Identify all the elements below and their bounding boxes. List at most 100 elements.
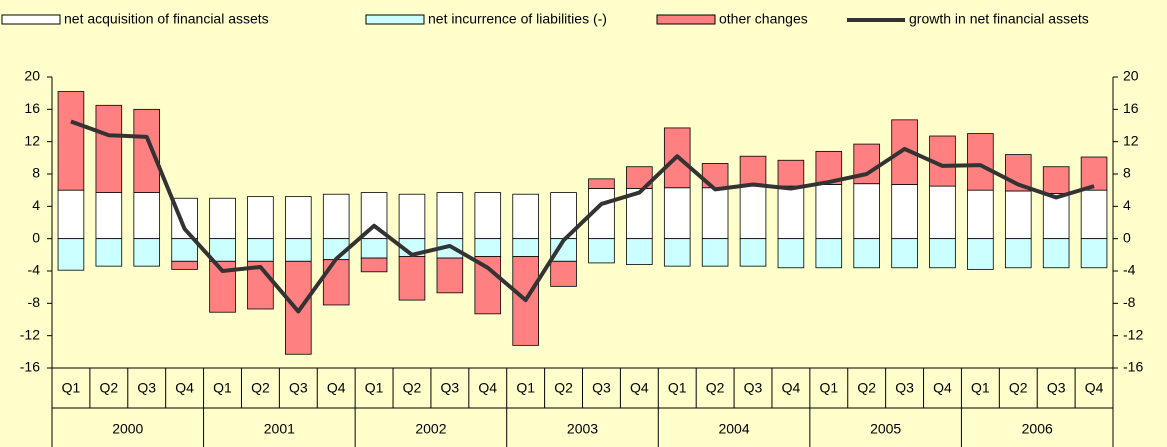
y-tick-label: -4: [28, 262, 41, 278]
bar-segment: [209, 238, 236, 262]
bar-segment: [777, 159, 805, 187]
bar-segment: [739, 238, 767, 267]
bar-segment: [891, 119, 918, 185]
legend-swatch: [656, 14, 716, 25]
bar-segment: [285, 260, 312, 355]
year-label: 2004: [718, 421, 749, 437]
bar-segment: [133, 238, 161, 267]
y-tick-label-right: 8: [1123, 165, 1131, 181]
y-tick-label: -16: [20, 359, 40, 375]
year-label: 2000: [112, 421, 143, 437]
x-tick-label: Q4: [1085, 380, 1104, 396]
bar-segment: [1042, 238, 1070, 269]
bar-segment: [967, 238, 994, 270]
x-tick-label: Q4: [630, 380, 649, 396]
year-label: 2001: [264, 421, 295, 437]
y-tick-label-right: 20: [1123, 68, 1139, 84]
bar-segment: [247, 238, 274, 262]
bar-segment: [360, 257, 388, 273]
bar-segment: [95, 104, 123, 193]
y-tick-label-right: 16: [1123, 100, 1139, 116]
bar-segment: [663, 187, 691, 240]
y-tick-label-right: -8: [1123, 294, 1136, 310]
bar-segment: [550, 260, 577, 287]
bar-segment: [171, 260, 198, 270]
x-tick-label: Q4: [782, 380, 801, 396]
bar-segment: [1080, 156, 1108, 191]
x-tick-label: Q3: [592, 380, 611, 396]
bar-segment: [57, 91, 85, 191]
bar-segment: [1042, 192, 1070, 240]
bar-segment: [929, 238, 956, 269]
bar-segment: [739, 155, 767, 187]
bar-segment: [1080, 189, 1108, 240]
bar-segment: [777, 185, 805, 240]
x-tick-label: Q2: [706, 380, 725, 396]
x-tick-label: Q3: [1047, 380, 1066, 396]
bar-segment: [133, 192, 161, 240]
bar-segment: [398, 193, 426, 240]
y-tick-label-right: 0: [1123, 229, 1131, 245]
legend-swatch: [365, 14, 425, 25]
bar-segment: [398, 256, 426, 301]
y-tick-label: -8: [28, 294, 41, 310]
x-tick-label: Q2: [554, 380, 573, 396]
y-tick-label: 16: [24, 100, 40, 116]
bar-segment: [588, 238, 615, 264]
bar-segment: [588, 178, 615, 189]
bar-segment: [701, 238, 729, 267]
bar-segment: [171, 238, 198, 262]
x-tick-label: Q3: [137, 380, 156, 396]
bar-segment: [95, 192, 123, 240]
bar-segment: [777, 238, 805, 269]
legend-swatch: [1, 14, 61, 25]
bar-segment: [853, 238, 880, 269]
bar-segment: [891, 238, 918, 269]
year-label: 2006: [1022, 421, 1053, 437]
bar-segment: [1004, 238, 1032, 269]
y-tick-label-right: -4: [1123, 262, 1136, 278]
x-tick-label: Q3: [289, 380, 308, 396]
x-tick-label: Q4: [933, 380, 952, 396]
x-tick-label: Q2: [99, 380, 118, 396]
bar-segment: [967, 189, 994, 240]
x-tick-label: Q1: [516, 380, 535, 396]
bar-segment: [474, 238, 502, 257]
x-tick-label: Q4: [175, 380, 194, 396]
year-label: 2003: [567, 421, 598, 437]
x-tick-label: Q2: [251, 380, 270, 396]
x-tick-label: Q3: [744, 380, 763, 396]
bar-segment: [663, 238, 691, 267]
bar-segment: [1004, 190, 1032, 240]
bar-segment: [285, 238, 312, 262]
x-tick-label: Q4: [478, 380, 497, 396]
bar-segment: [853, 183, 880, 240]
bar-segment: [815, 238, 843, 269]
legend-label: net incurrence of liabilities (-): [428, 11, 607, 27]
year-label: 2002: [415, 421, 446, 437]
bar-segment: [247, 196, 274, 240]
bar-segment: [57, 238, 85, 271]
y-tick-label-right: 4: [1123, 197, 1131, 213]
y-tick-label: 4: [32, 197, 40, 213]
bar-segment: [512, 193, 539, 240]
x-tick-label: Q3: [895, 380, 914, 396]
bar-segment: [1080, 238, 1108, 269]
y-tick-label: 12: [24, 132, 40, 148]
y-tick-label: -12: [20, 326, 40, 342]
bar-segment: [209, 197, 236, 240]
x-tick-label: Q2: [403, 380, 422, 396]
bar-segment: [322, 259, 350, 306]
bar-segment: [322, 193, 350, 240]
bar-segment: [360, 238, 388, 259]
bar-segment: [57, 189, 85, 240]
x-tick-label: Q3: [441, 380, 460, 396]
bar-segment: [663, 127, 691, 189]
bar-segment: [512, 238, 539, 257]
bar-segment: [739, 185, 767, 240]
bar-segment: [436, 192, 464, 240]
year-label: 2005: [870, 421, 901, 437]
bar-segment: [133, 108, 161, 193]
y-tick-label: 0: [32, 229, 40, 245]
bar-segment: [815, 184, 843, 240]
